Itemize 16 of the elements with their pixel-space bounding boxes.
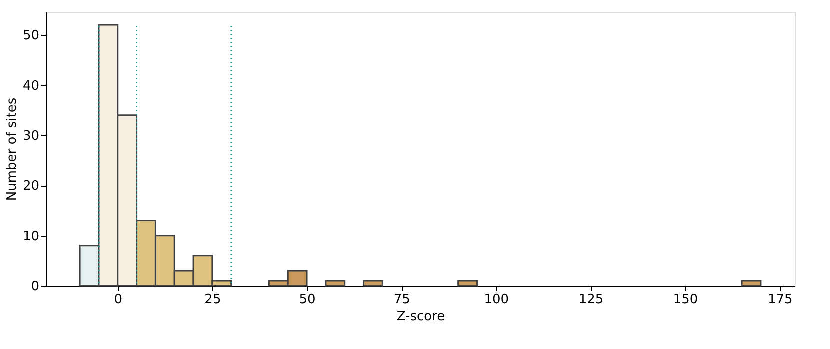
y-axis-title: Number of sites [4,98,20,202]
y-tick-label: 20 [22,179,40,194]
y-tick-label: 30 [22,128,40,144]
x-tick-label: 175 [768,292,793,308]
x-axis-title: Z-score [396,310,446,324]
x-tick-label: 125 [578,292,604,308]
x-tick-label: 50 [299,292,316,308]
y-tick-label: 40 [22,78,40,94]
x-tick-label: 0 [114,292,123,308]
y-tick-label: 0 [31,280,40,294]
y-tick-label: 50 [22,28,40,44]
y-tick-label: 10 [22,229,40,244]
x-tick-label: 150 [673,292,698,308]
x-tick-label: 25 [204,292,222,308]
x-tick-label: 75 [394,292,410,308]
x-tick-label: 100 [484,292,510,308]
